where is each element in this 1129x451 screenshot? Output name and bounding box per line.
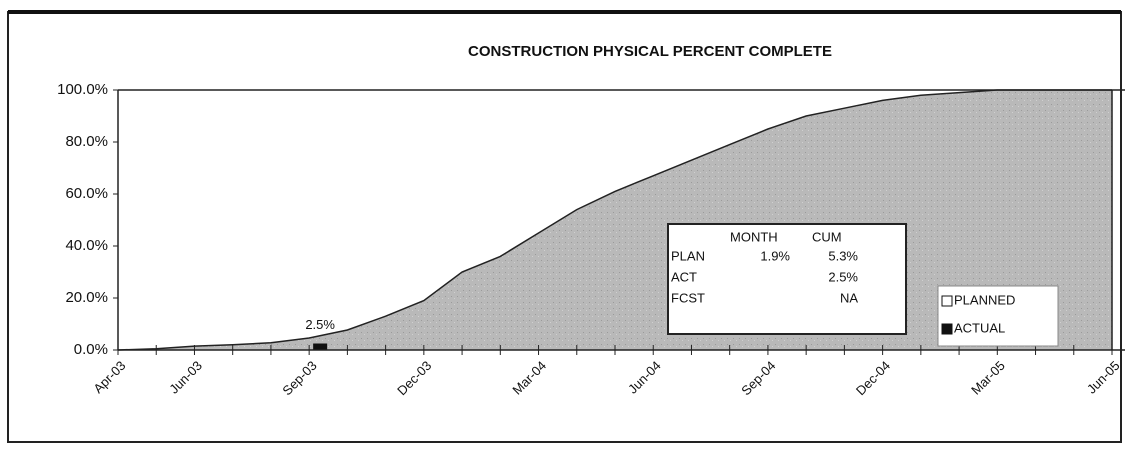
y-tick-label: 100.0% [57,81,108,98]
table-header: MONTH [730,229,778,244]
table-cell: NA [840,290,858,305]
chart-title: CONSTRUCTION PHYSICAL PERCENT COMPLETE [468,43,832,60]
x-tick-label: Jun-04 [625,358,664,397]
x-tick-label: Sep-04 [738,358,778,398]
legend-label: PLANNED [954,292,1015,307]
x-tick-label: Mar-05 [968,358,1008,398]
legend-swatch [941,295,953,307]
actual-bar [313,343,328,350]
y-tick-label: 0.0% [74,341,108,358]
x-tick-label: Jun-05 [1084,358,1123,397]
table-cell: 2.5% [828,269,858,284]
x-tick-label: Sep-03 [279,358,319,398]
legend-box [937,285,1059,347]
table-cell: 5.3% [828,248,858,263]
y-tick-label: 60.0% [65,185,108,202]
legend-swatch [941,323,953,335]
x-tick-label: Jun-03 [166,358,205,397]
x-tick-label: Mar-04 [509,358,549,398]
data-label: 2.5% [305,317,335,332]
table-row-label: PLAN [671,248,705,263]
table-row-label: ACT [671,269,697,284]
x-tick-label: Dec-04 [853,358,893,398]
summary-box [667,223,907,335]
planned-line [117,89,1112,351]
x-tick-label: Apr-03 [90,358,128,396]
x-tick-label: Dec-03 [394,358,434,398]
table-header: CUM [812,229,842,244]
y-tick-label: 40.0% [65,237,108,254]
y-tick-label: 20.0% [65,289,108,306]
y-tick-label: 80.0% [65,133,108,150]
table-row-label: FCST [671,290,705,305]
table-cell: 1.9% [760,248,790,263]
legend-label: ACTUAL [954,320,1005,335]
